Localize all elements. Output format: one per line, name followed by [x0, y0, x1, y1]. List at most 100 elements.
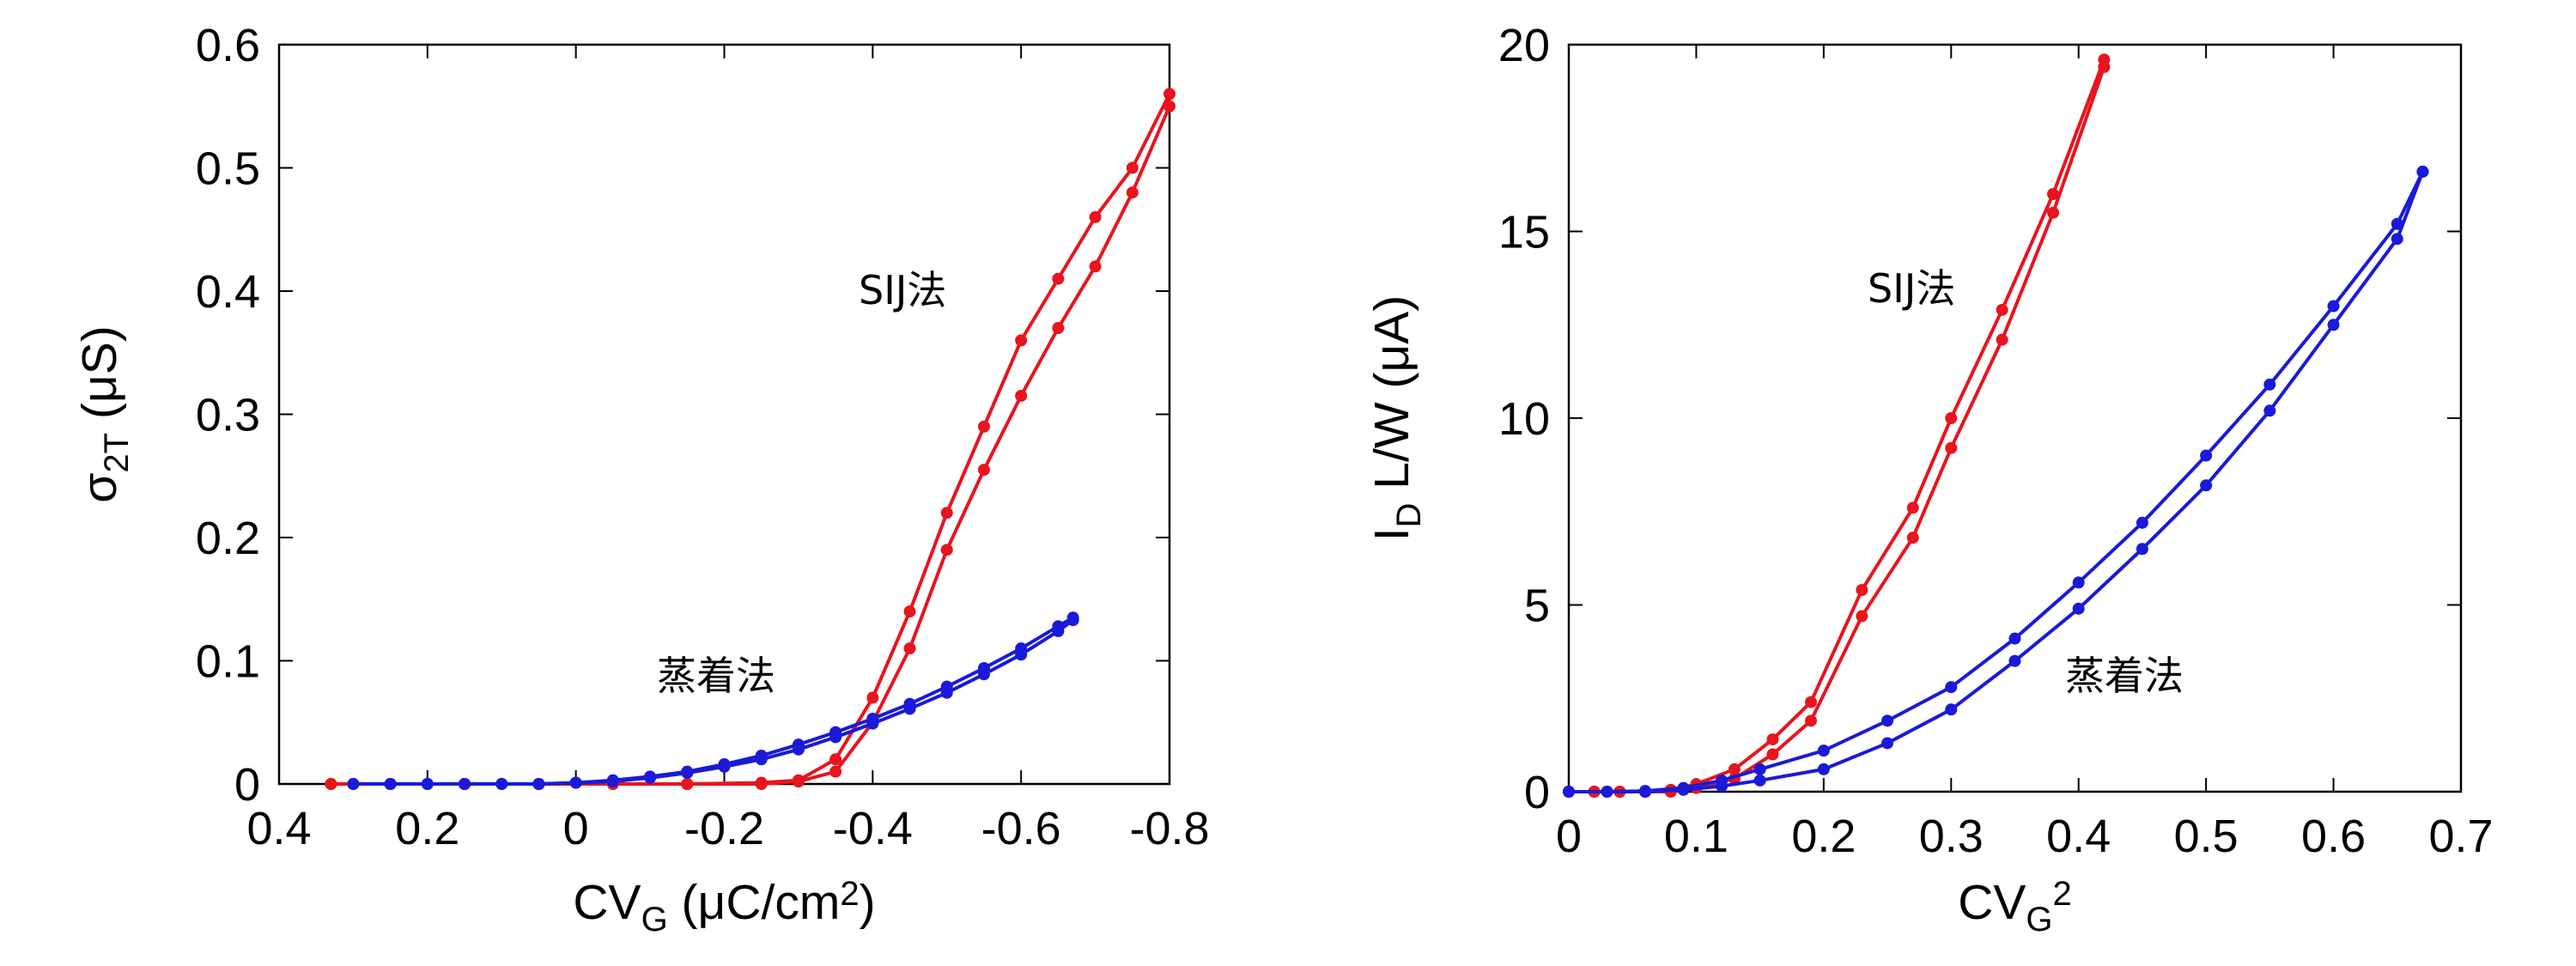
data-point: [1716, 780, 1728, 793]
data-point: [2136, 543, 2148, 556]
data-point: [1945, 441, 1958, 454]
y-tick-label: 0.5: [196, 143, 260, 195]
data-point: [1563, 786, 1575, 798]
x-tick-label: 0.4: [246, 803, 311, 854]
data-point: [829, 753, 842, 766]
data-point: [1881, 737, 1894, 750]
data-point: [1856, 584, 1868, 597]
x-axis-label-part: ): [860, 875, 876, 930]
data-point: [1089, 210, 1102, 223]
x-tick-label: 0.6: [2301, 811, 2366, 862]
data-point: [495, 778, 508, 790]
data-point: [1945, 703, 1958, 716]
x-tick-label: 0.1: [1664, 811, 1728, 862]
data-point: [1817, 744, 1830, 757]
y-tick-label: 5: [1524, 580, 1550, 632]
data-point: [1817, 762, 1830, 775]
x-axis-label: CVG2: [1958, 875, 2072, 939]
data-point: [1728, 762, 1741, 775]
data-point: [2136, 516, 2148, 529]
x-axis-label-part: CV: [1958, 875, 2026, 930]
x-axis-label-part: G: [641, 901, 668, 939]
data-point: [1753, 774, 1766, 787]
data-point: [1052, 322, 1065, 335]
data-point: [2263, 378, 2276, 391]
data-point: [1126, 186, 1139, 199]
y-tick-label: 0.2: [196, 513, 260, 564]
data-point: [1015, 648, 1028, 661]
data-point: [755, 753, 768, 766]
x-axis-label-part: G: [2026, 901, 2052, 939]
data-point: [1066, 614, 1079, 627]
x-axis-label-part: 2: [840, 875, 859, 913]
data-point: [1766, 733, 1779, 746]
data-point: [1805, 696, 1818, 708]
y-axis-label-part: (μS): [72, 325, 127, 433]
data-point: [2072, 576, 2085, 589]
data-point: [347, 778, 360, 790]
data-point: [2098, 61, 2111, 74]
y-tick-label: 0: [234, 759, 260, 811]
data-point: [792, 775, 805, 788]
data-point: [977, 668, 990, 681]
data-point: [1126, 161, 1139, 174]
data-point: [1601, 786, 1613, 798]
annotation: SIJ法: [1868, 265, 1955, 312]
x-tick-label: -0.2: [684, 803, 764, 854]
data-point: [2047, 206, 2060, 219]
annotation: 蒸着法: [2065, 653, 2184, 699]
x-tick-label: -0.8: [1129, 803, 1209, 854]
series-line: [1569, 171, 2425, 793]
data-point: [940, 507, 953, 519]
series-line: [353, 618, 1074, 786]
data-point: [1052, 625, 1065, 638]
data-point: [1015, 389, 1028, 402]
y-axis-label: ID L/W (μA): [1364, 295, 1428, 542]
y-tick-label: 0.6: [196, 20, 260, 71]
y-tick-label: 0.3: [196, 390, 260, 441]
x-tick-label: -0.4: [833, 803, 913, 854]
y-axis-label-part: L/W (μA): [1364, 295, 1419, 503]
y-tick-label: 20: [1498, 20, 1550, 71]
data-point: [1856, 610, 1868, 623]
data-point: [1677, 783, 1690, 796]
data-point: [1639, 786, 1652, 798]
data-point: [792, 743, 805, 756]
data-point: [532, 778, 545, 790]
data-point: [2327, 319, 2340, 331]
y-axis-label-part: 2T: [98, 433, 136, 473]
data-point: [384, 778, 397, 790]
series-line: [353, 616, 1074, 786]
data-point: [1163, 100, 1176, 112]
data-point: [2008, 632, 2021, 645]
series-line: [1569, 66, 2106, 793]
y-axis-label-part: I: [1364, 527, 1419, 541]
data-point: [459, 778, 471, 790]
data-point: [1015, 334, 1028, 347]
y-axis-label-part: σ: [72, 473, 127, 503]
y-tick-label: 0.4: [196, 266, 260, 318]
data-point: [2072, 602, 2085, 615]
data-point: [1089, 260, 1102, 273]
x-axis-label-part: CV: [573, 875, 641, 930]
data-point: [681, 778, 694, 790]
data-point: [606, 775, 619, 788]
data-point: [977, 420, 990, 433]
x-tick-label: 0.7: [2428, 811, 2493, 862]
data-point: [1753, 762, 1766, 775]
data-point: [2200, 479, 2213, 492]
data-point: [681, 767, 694, 780]
data-point: [1945, 681, 1958, 694]
data-point: [421, 778, 434, 790]
data-point: [1805, 714, 1818, 727]
data-point: [569, 776, 582, 789]
y-tick-label: 10: [1498, 393, 1550, 445]
data-point: [1906, 501, 1919, 514]
x-axis-label: CVG (μC/cm2): [573, 875, 875, 939]
data-point: [2391, 233, 2403, 246]
series-line: [1569, 171, 2425, 793]
data-point: [903, 642, 916, 655]
data-point: [940, 544, 953, 556]
x-tick-label: 0: [563, 803, 589, 854]
data-point: [829, 731, 842, 744]
